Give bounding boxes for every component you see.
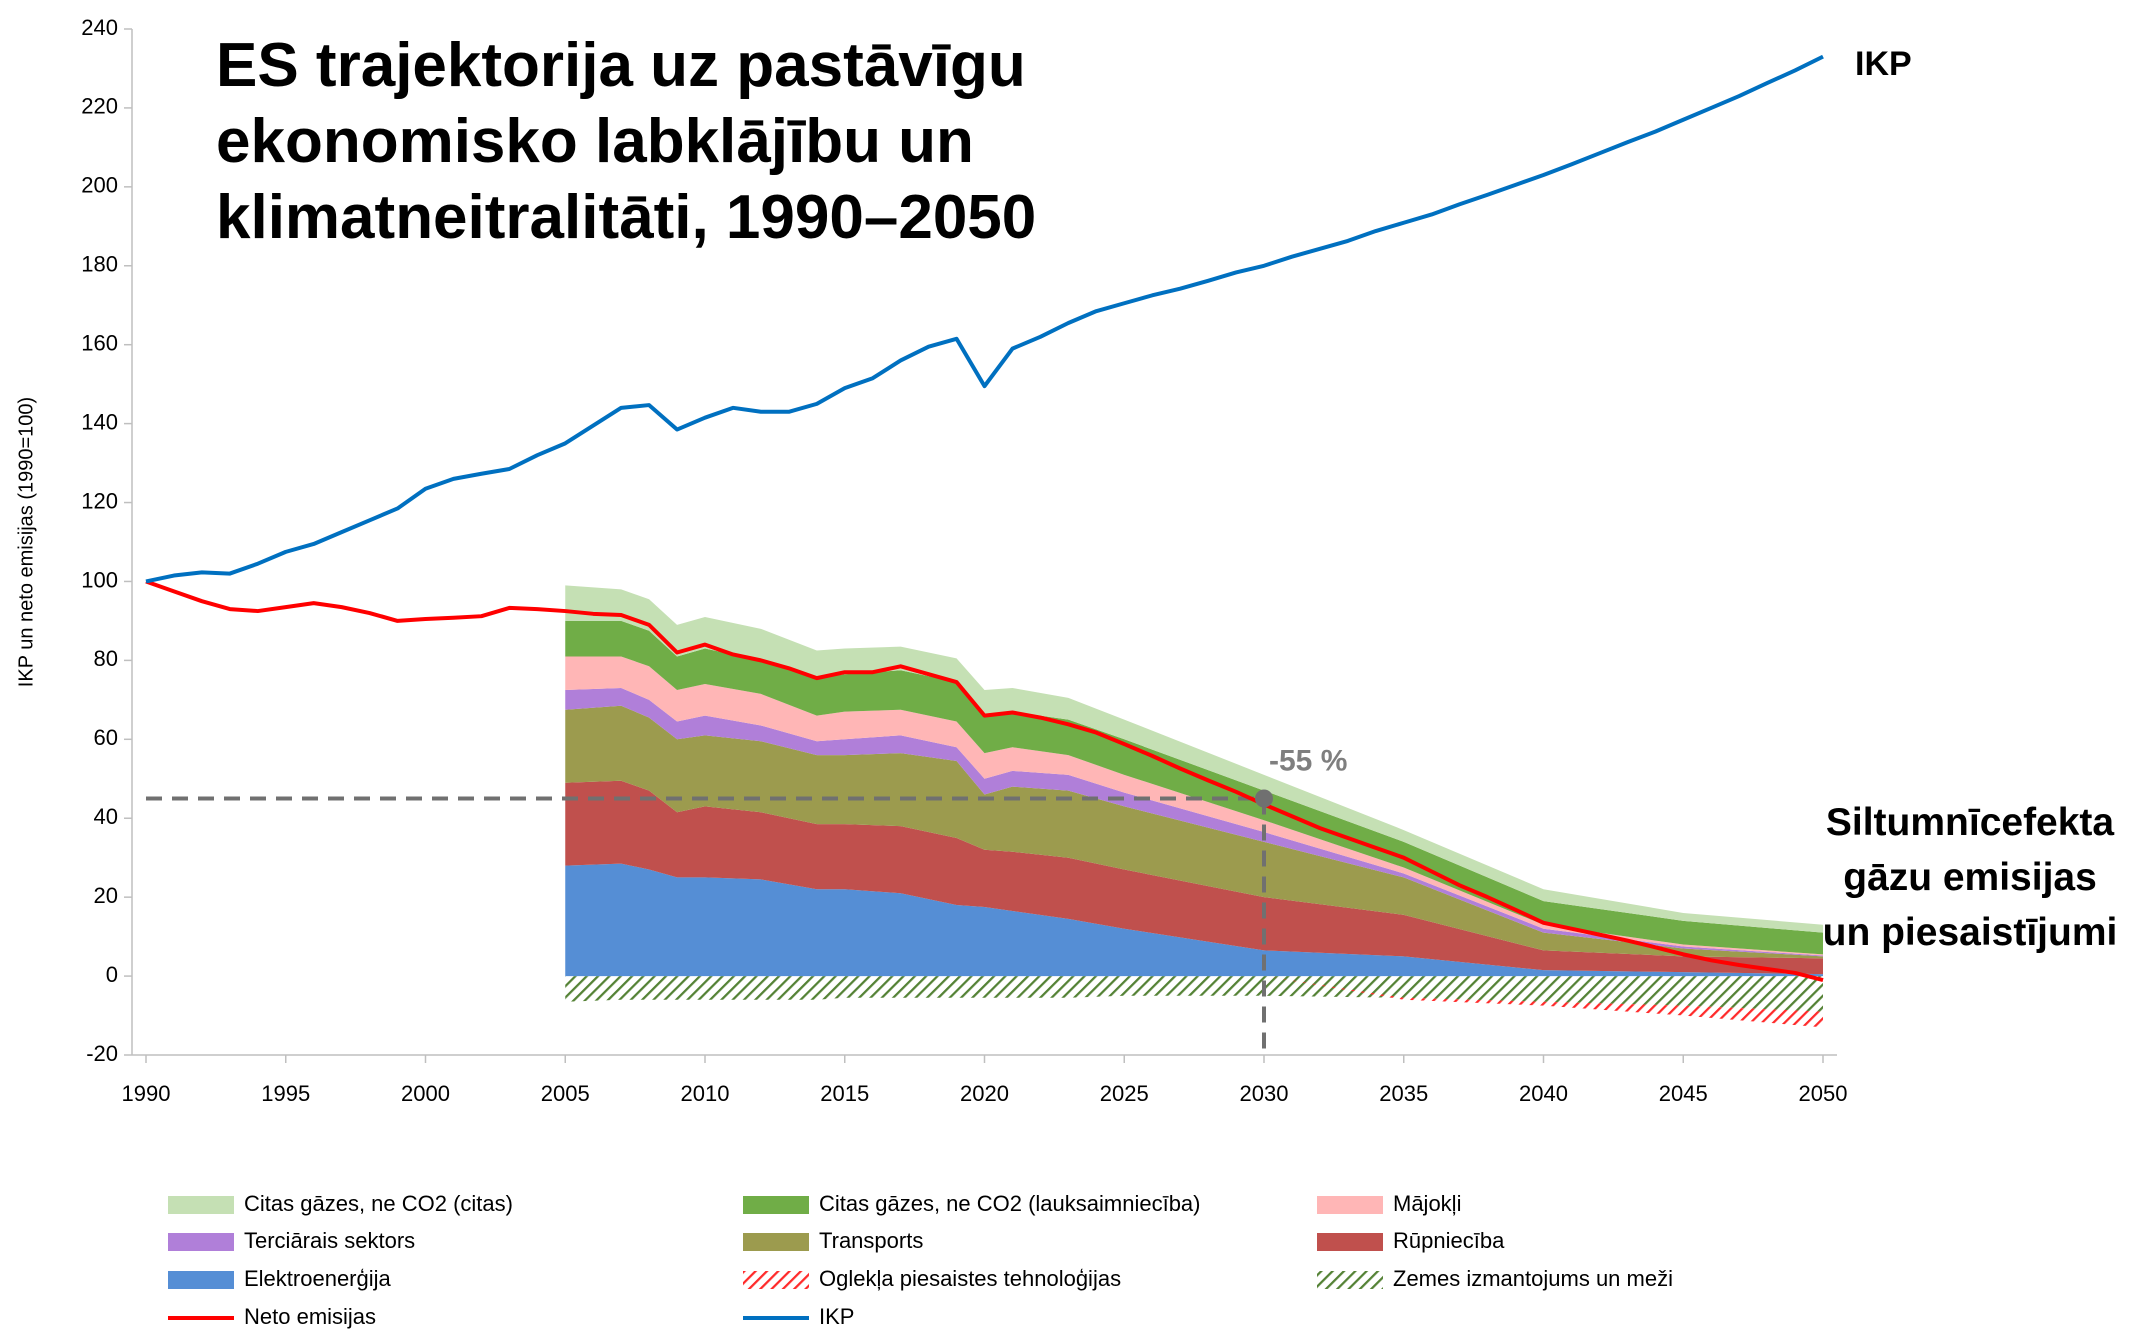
legend-swatch xyxy=(743,1271,809,1289)
y-tick-label: 120 xyxy=(81,488,118,513)
y-tick-label: 140 xyxy=(81,409,118,434)
stacked-area xyxy=(565,705,1823,959)
target-point xyxy=(1255,789,1273,808)
legend-label: Citas gāzes, ne CO2 (citas) xyxy=(244,1191,513,1216)
y-tick-label: 0 xyxy=(106,962,118,987)
legend-swatch xyxy=(1317,1271,1383,1289)
x-tick-label: 2005 xyxy=(541,1081,590,1106)
line xyxy=(145,579,1824,982)
target-label: -55 % xyxy=(1269,744,1347,777)
stacked-area xyxy=(565,780,1823,975)
legend-swatch xyxy=(168,1233,234,1251)
legend-label: Neto emisijas xyxy=(244,1304,376,1329)
x-tick-label: 2010 xyxy=(681,1081,730,1106)
stacked-area xyxy=(565,688,1823,957)
x-tick-label: 2000 xyxy=(401,1081,450,1106)
y-tick-label: 220 xyxy=(81,94,118,119)
legend-label: Rūpniecība xyxy=(1393,1228,1505,1253)
legend-swatch xyxy=(743,1196,809,1214)
stacked-area xyxy=(565,620,1823,955)
legend-label: Transports xyxy=(819,1228,923,1253)
y-tick-label: 80 xyxy=(94,646,118,671)
x-tick-label: 1995 xyxy=(261,1081,310,1106)
x-tick-label: 2040 xyxy=(1519,1081,1568,1106)
stacked-area xyxy=(565,656,1823,956)
x-tick-label: 1990 xyxy=(122,1081,171,1106)
chart-title: ES trajektorija uz pastāvīgu ekonomisko … xyxy=(216,31,1037,252)
x-tick-label: 2015 xyxy=(820,1081,869,1106)
legend-label: Mājokļi xyxy=(1393,1191,1461,1216)
legend-swatch xyxy=(1317,1196,1383,1214)
y-tick-label: 240 xyxy=(81,15,118,40)
x-tick-label: 2050 xyxy=(1799,1081,1848,1106)
x-tick-label: 2025 xyxy=(1100,1081,1149,1106)
x-tick-label: 2020 xyxy=(960,1081,1009,1106)
legend-swatch xyxy=(168,1196,234,1214)
x-tick-label: 2035 xyxy=(1379,1081,1428,1106)
legend-label: Terciārais sektors xyxy=(244,1228,415,1253)
y-tick-label: 180 xyxy=(81,252,118,277)
y-tick-label: 60 xyxy=(94,725,118,750)
stacked-area xyxy=(565,863,1823,977)
side-label: Siltumnīcefekta gāzu emisijas un piesais… xyxy=(1822,801,2118,954)
line-label: IKP xyxy=(1855,45,1912,83)
legend-label: Citas gāzes, ne CO2 (lauksaimniecība) xyxy=(819,1191,1201,1216)
stacked-area xyxy=(565,585,1823,933)
y-tick-label: 200 xyxy=(81,173,118,198)
stacked-area xyxy=(565,976,1823,1012)
legend-label: IKP xyxy=(819,1304,854,1329)
line xyxy=(145,54,1824,584)
legend-swatch xyxy=(168,1271,234,1289)
y-tick-label: 160 xyxy=(81,331,118,356)
y-tick-label: -20 xyxy=(86,1041,118,1066)
legend-label: Elektroenerģija xyxy=(244,1266,392,1291)
y-tick-label: 20 xyxy=(94,883,118,908)
legend-swatch xyxy=(743,1233,809,1251)
legend-label: Zemes izmantojums un meži xyxy=(1393,1266,1673,1291)
legend-label: Oglekļa piesaistes tehnoloģijas xyxy=(819,1266,1121,1291)
x-tick-label: 2045 xyxy=(1659,1081,1708,1106)
y-axis-label: IKP un neto emisijas (1990=100) xyxy=(15,397,37,687)
x-tick-label: 2030 xyxy=(1240,1081,1289,1106)
legend-swatch xyxy=(1317,1233,1383,1251)
y-tick-label: 40 xyxy=(94,804,118,829)
y-tick-label: 100 xyxy=(81,567,118,592)
